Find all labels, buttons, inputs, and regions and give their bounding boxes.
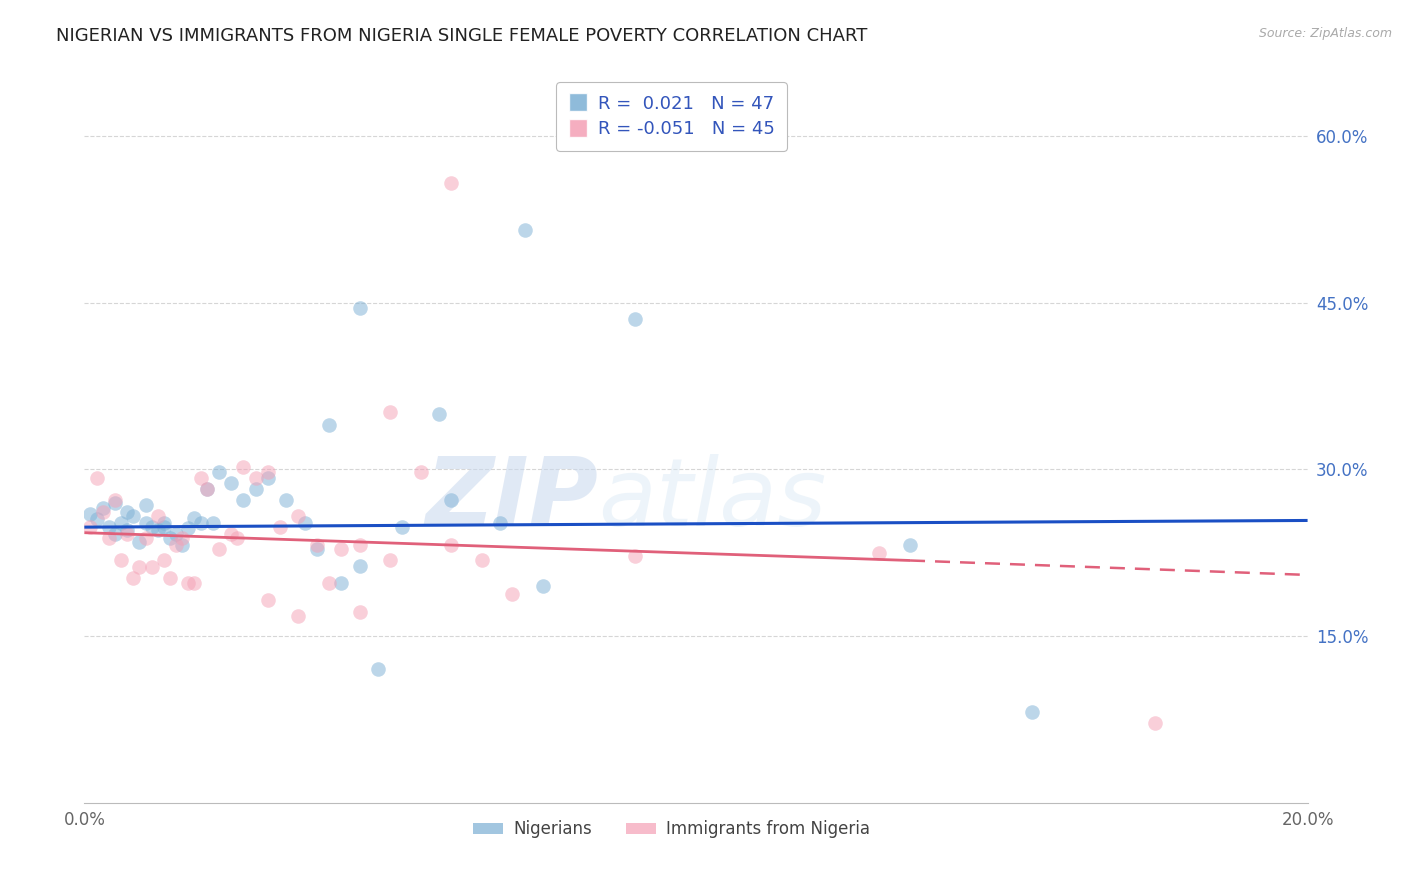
Legend: Nigerians, Immigrants from Nigeria: Nigerians, Immigrants from Nigeria	[467, 814, 876, 845]
Point	[146, 508, 169, 523]
Point	[141, 560, 163, 574]
Text: Source: ZipAtlas.com: Source: ZipAtlas.com	[1258, 27, 1392, 40]
Text: NIGERIAN VS IMMIGRANTS FROM NIGERIA SINGLE FEMALE POVERTY CORRELATION CHART: NIGERIAN VS IMMIGRANTS FROM NIGERIA SING…	[56, 27, 868, 45]
Point	[287, 609, 309, 624]
Point	[1143, 715, 1166, 730]
Point	[159, 531, 181, 545]
Point	[349, 559, 371, 574]
Point	[183, 575, 205, 590]
Point	[110, 516, 132, 530]
Point	[219, 526, 242, 541]
Point	[471, 553, 494, 567]
Point	[177, 521, 200, 535]
Point	[122, 571, 145, 585]
Point	[226, 531, 249, 545]
Point	[380, 553, 402, 567]
Point	[318, 417, 340, 432]
Point	[135, 516, 157, 530]
Point	[91, 501, 114, 516]
Point	[153, 516, 176, 530]
Text: ZIP: ZIP	[425, 453, 598, 545]
Point	[115, 524, 138, 538]
Point	[349, 301, 371, 315]
Point	[165, 538, 187, 552]
Point	[409, 465, 432, 479]
Point	[177, 575, 200, 590]
Point	[349, 538, 371, 552]
Point	[159, 571, 181, 585]
Point	[153, 520, 176, 534]
Point	[898, 538, 921, 552]
Point	[190, 516, 212, 530]
Point	[91, 505, 114, 519]
Point	[276, 493, 298, 508]
Point	[128, 560, 150, 574]
Point	[201, 516, 224, 530]
Point	[349, 605, 371, 619]
Point	[97, 531, 120, 545]
Point	[380, 404, 402, 418]
Point	[86, 471, 108, 485]
Point	[391, 520, 413, 534]
Point	[305, 542, 328, 557]
Point	[1021, 705, 1043, 719]
Point	[624, 312, 647, 326]
Point	[440, 176, 463, 190]
Point	[79, 507, 101, 521]
Point	[172, 531, 194, 545]
Point	[427, 407, 450, 421]
Point	[440, 493, 463, 508]
Point	[257, 465, 280, 479]
Point	[513, 223, 536, 237]
Point	[86, 512, 108, 526]
Point	[232, 460, 254, 475]
Point	[165, 526, 187, 541]
Point	[294, 516, 316, 530]
Point	[367, 662, 389, 676]
Point	[135, 498, 157, 512]
Point	[104, 496, 127, 510]
Point	[104, 526, 127, 541]
Point	[232, 493, 254, 508]
Point	[502, 587, 524, 601]
Point	[245, 471, 267, 485]
Point	[195, 483, 218, 497]
Point	[208, 542, 231, 557]
Point	[330, 542, 353, 557]
Point	[110, 553, 132, 567]
Point	[257, 471, 280, 485]
Point	[330, 575, 353, 590]
Point	[104, 493, 127, 508]
Point	[305, 538, 328, 552]
Point	[115, 526, 138, 541]
Point	[183, 511, 205, 525]
Point	[245, 483, 267, 497]
Point	[208, 465, 231, 479]
Point	[531, 579, 554, 593]
Text: atlas: atlas	[598, 454, 827, 545]
Point	[79, 520, 101, 534]
Point	[869, 546, 891, 560]
Point	[489, 516, 512, 530]
Point	[97, 520, 120, 534]
Point	[128, 534, 150, 549]
Point	[190, 471, 212, 485]
Point	[269, 520, 291, 534]
Point	[219, 475, 242, 490]
Point	[146, 524, 169, 538]
Point	[195, 483, 218, 497]
Point	[287, 508, 309, 523]
Point	[153, 553, 176, 567]
Point	[115, 505, 138, 519]
Point	[135, 531, 157, 545]
Point	[172, 538, 194, 552]
Point	[440, 538, 463, 552]
Point	[318, 575, 340, 590]
Point	[257, 593, 280, 607]
Point	[624, 549, 647, 563]
Point	[122, 508, 145, 523]
Point	[141, 520, 163, 534]
